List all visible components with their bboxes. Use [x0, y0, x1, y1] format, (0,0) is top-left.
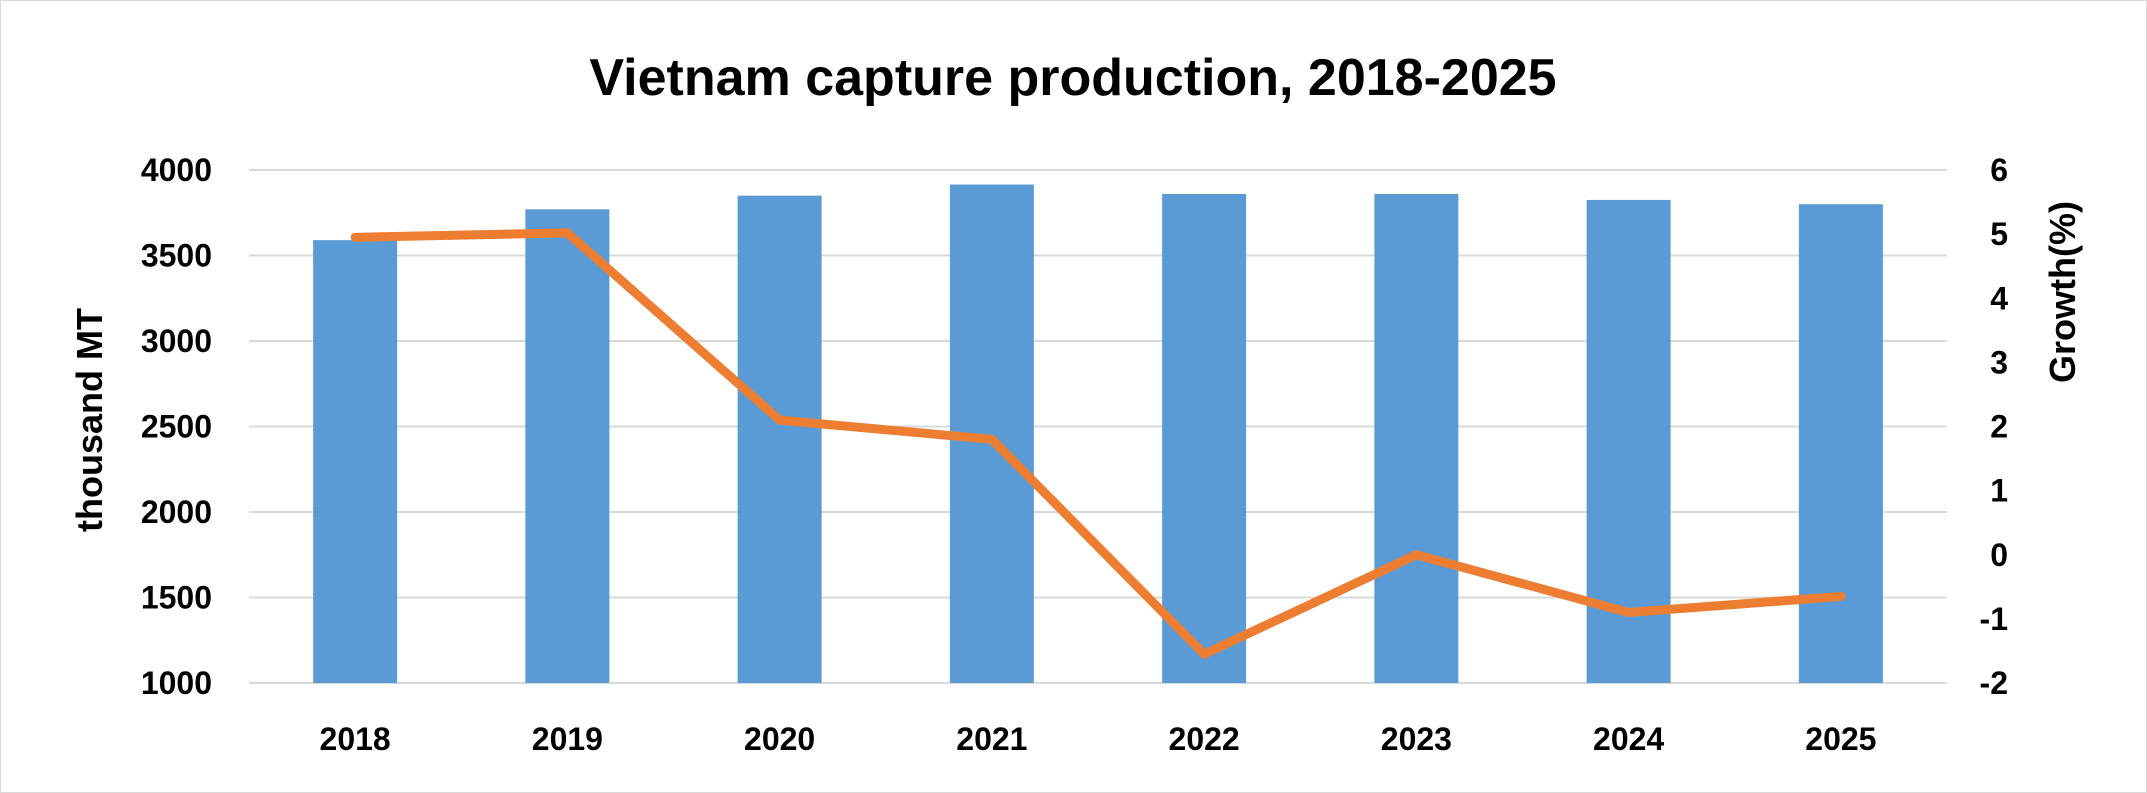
bar [525, 209, 610, 683]
bar [313, 240, 398, 684]
left-tick-label: 1500 [141, 580, 212, 616]
right-tick-label: 5 [1990, 216, 2008, 252]
right-tick-label: 3 [1990, 344, 2008, 380]
x-tick-label: 2018 [320, 721, 391, 757]
bar-series [313, 184, 1883, 684]
left-axis-ticks: 1000 1500 2000 2500 3000 3500 4000 [141, 152, 212, 701]
bar [1798, 204, 1883, 683]
left-tick-label: 2000 [141, 494, 212, 530]
x-tick-label: 2024 [1593, 721, 1664, 757]
left-tick-label: 3500 [141, 238, 212, 274]
right-tick-label: 2 [1990, 409, 2008, 445]
x-tick-label: 2025 [1805, 721, 1876, 757]
x-tick-label: 2021 [956, 721, 1027, 757]
x-tick-label: 2022 [1169, 721, 1240, 757]
right-axis-ticks: -2 -1 0 1 2 3 4 5 6 [1980, 152, 2009, 701]
left-tick-label: 3000 [141, 323, 212, 359]
right-tick-label: 4 [1990, 280, 2008, 316]
x-tick-label: 2019 [532, 721, 603, 757]
bar [737, 195, 822, 683]
left-tick-label: 1000 [141, 665, 212, 701]
right-tick-label: -1 [1980, 601, 2008, 637]
right-tick-label: -2 [1980, 665, 2008, 701]
x-tick-label: 2020 [744, 721, 815, 757]
bar [1374, 193, 1459, 683]
right-tick-label: 1 [1990, 473, 2008, 509]
chart-title: Vietnam capture production, 2018-2025 [589, 49, 1556, 107]
left-tick-label: 4000 [141, 152, 212, 188]
growth-line [350, 228, 1846, 659]
left-axis-label: thousand MT [69, 308, 110, 532]
right-tick-label: 0 [1990, 537, 2008, 573]
right-tick-label: 6 [1990, 152, 2008, 188]
x-tick-label: 2023 [1381, 721, 1452, 757]
bar [1162, 193, 1247, 683]
left-tick-label: 2500 [141, 409, 212, 445]
x-axis-ticks: 2018 2019 2020 2021 2022 2023 2024 2025 [320, 721, 1877, 757]
line-series [350, 228, 1846, 659]
right-axis-label: Growth(%) [2042, 201, 2083, 383]
